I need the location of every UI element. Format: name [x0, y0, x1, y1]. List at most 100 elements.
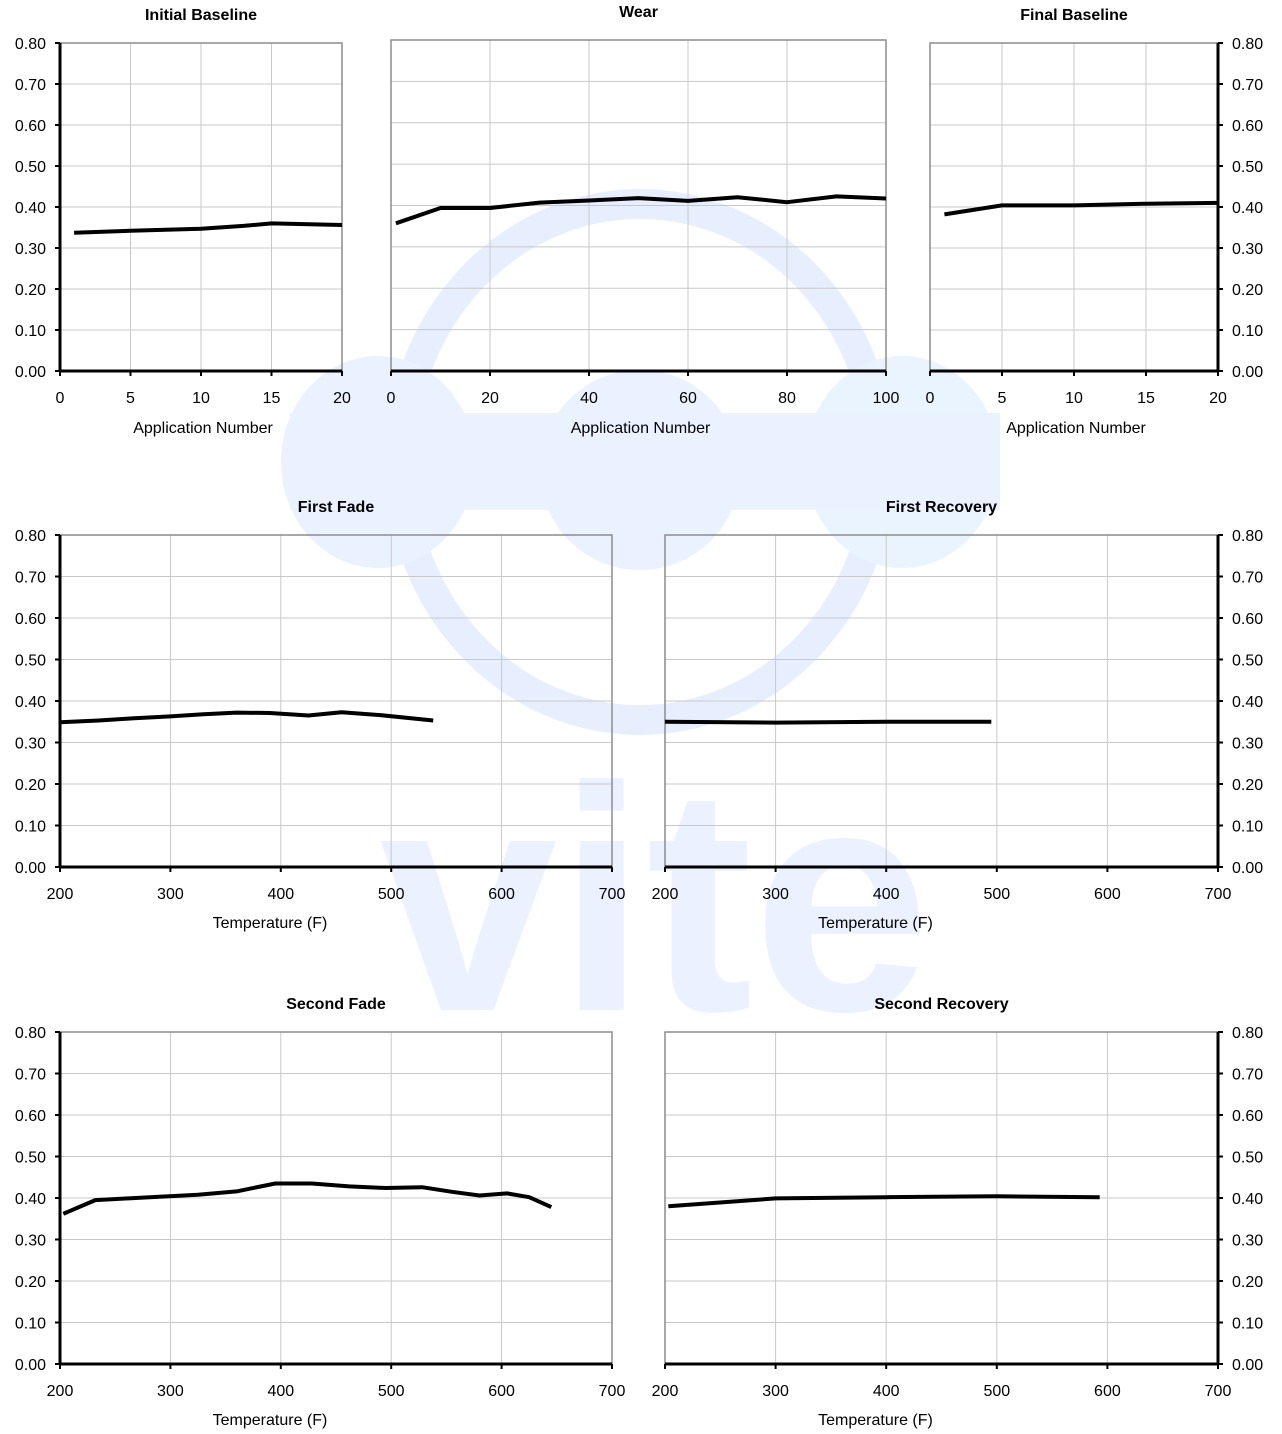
x-axis-label: Temperature (F)	[818, 915, 933, 932]
y-tick-label: 0.00	[1232, 860, 1263, 877]
y-tick-label: 0.10	[15, 819, 46, 836]
y-tick-label: 0.30	[15, 241, 46, 258]
x-tick-label: 600	[488, 1383, 515, 1400]
chart-title: Final Baseline	[1020, 7, 1128, 24]
y-tick-label: 0.00	[15, 860, 46, 877]
y-tick-label: 0.40	[15, 1191, 46, 1208]
watermark-bar	[290, 413, 1000, 510]
y-tick-label: 0.70	[15, 77, 46, 94]
x-tick-label: 500	[983, 1383, 1010, 1400]
y-tick-label: 0.00	[15, 1357, 46, 1374]
series-line	[395, 194, 887, 226]
watermark-text: vite	[379, 720, 930, 1078]
y-tick-label: 0.30	[15, 1233, 46, 1250]
x-tick-label: 80	[778, 390, 796, 407]
initial-baseline-chart: 0 5 10 15 20 0.00 0.10 0.20 0.30 0.40 0.50 0.60 0.70…	[15, 7, 351, 437]
series-line	[62, 1181, 553, 1216]
x-tick-label: 300	[762, 886, 789, 903]
y-tick-label: 0.40	[1232, 200, 1263, 217]
x-tick-label: 300	[157, 886, 184, 903]
y-tick-label: 0.80	[15, 1025, 46, 1042]
x-tick-label: 5	[126, 390, 135, 407]
chart-title: Second Recovery	[874, 996, 1008, 1013]
chart-title: Initial Baseline	[145, 7, 257, 24]
second-fade-chart: 200 300 400 500 600 700 0.00 0.10 0.20 0.30 0.40 0.…	[15, 996, 626, 1429]
y-tick-label: 0.50	[15, 1150, 46, 1167]
y-tick-label: 0.80	[15, 528, 46, 545]
x-axis-label: Temperature (F)	[818, 1412, 933, 1429]
x-tick-label: 20	[481, 390, 499, 407]
y-tick-label: 0.30	[15, 736, 46, 753]
x-tick-label: 0	[56, 390, 65, 407]
y-tick-label: 0.30	[1232, 241, 1263, 258]
chart-title: First Recovery	[886, 499, 997, 516]
x-tick-label: 300	[762, 1383, 789, 1400]
x-tick-label: 200	[47, 1383, 74, 1400]
y-tick-label: 0.10	[1232, 1316, 1263, 1333]
y-tick-label: 0.10	[1232, 323, 1263, 340]
y-tick-label: 0.20	[1232, 282, 1263, 299]
x-tick-label: 300	[157, 1383, 184, 1400]
x-tick-label: 500	[983, 886, 1010, 903]
y-tick-label: 0.60	[1232, 611, 1263, 628]
vite-watermark: vite	[281, 189, 1000, 1078]
y-tick-label: 0.60	[1232, 1108, 1263, 1125]
y-tick-label: 0.70	[15, 570, 46, 587]
x-tick-label: 500	[378, 886, 405, 903]
y-tick-label: 0.50	[15, 159, 46, 176]
x-tick-label: 0	[387, 390, 396, 407]
x-tick-label: 10	[192, 390, 210, 407]
x-tick-label: 15	[1137, 390, 1155, 407]
y-tick-label: 0.40	[15, 694, 46, 711]
y-tick-label: 0.40	[1232, 694, 1263, 711]
y-tick-label: 0.10	[15, 323, 46, 340]
x-tick-label: 400	[267, 1383, 294, 1400]
x-tick-label: 600	[1094, 886, 1121, 903]
series-line	[668, 1194, 1100, 1209]
y-tick-label: 0.80	[1232, 528, 1263, 545]
x-tick-label: 700	[1205, 886, 1232, 903]
x-tick-label: 700	[599, 886, 626, 903]
first-fade-chart: 200 300 400 500 600 700 0.00 0.10 0.20 0.30 0.40 0.…	[15, 499, 626, 932]
y-tick-label: 0.70	[1232, 77, 1263, 94]
x-tick-label: 5	[998, 390, 1007, 407]
y-tick-label: 0.00	[1232, 1357, 1263, 1374]
x-tick-label: 200	[652, 886, 679, 903]
series-line	[944, 200, 1219, 217]
x-tick-label: 500	[378, 1383, 405, 1400]
y-tick-label: 0.20	[1232, 1274, 1263, 1291]
series-line	[59, 710, 434, 725]
x-tick-label: 600	[488, 886, 515, 903]
y-tick-label: 0.60	[15, 118, 46, 135]
x-axis-label: Temperature (F)	[213, 915, 328, 932]
y-tick-label: 0.70	[1232, 1067, 1263, 1084]
y-tick-label: 0.50	[1232, 1150, 1263, 1167]
chart-title: Second Fade	[286, 996, 386, 1013]
chart-title: Wear	[619, 4, 658, 21]
y-tick-label: 0.80	[15, 36, 46, 53]
y-tick-label: 0.60	[15, 1108, 46, 1125]
x-axis-label: Application Number	[133, 420, 273, 437]
x-tick-label: 200	[47, 886, 74, 903]
y-tick-label: 0.50	[1232, 159, 1263, 176]
y-tick-label: 0.20	[15, 777, 46, 794]
x-tick-label: 10	[1065, 390, 1083, 407]
series-line	[664, 719, 992, 725]
x-tick-label: 0	[926, 390, 935, 407]
x-axis-label: Application Number	[1006, 420, 1146, 437]
y-tick-label: 0.70	[15, 1067, 46, 1084]
x-tick-label: 700	[599, 1383, 626, 1400]
y-tick-label: 0.60	[1232, 118, 1263, 135]
x-tick-label: 200	[652, 1383, 679, 1400]
y-tick-label: 0.40	[15, 200, 46, 217]
y-tick-label: 0.10	[15, 1316, 46, 1333]
x-tick-label: 400	[267, 886, 294, 903]
final-baseline-chart: 0 5 10 15 20 0.00 0.10 0.20 0.30 0.40 0.50 0.60 0.70…	[926, 7, 1264, 437]
x-axis-label: Application Number	[571, 420, 711, 437]
y-tick-label: 0.10	[1232, 819, 1263, 836]
x-axis-label: Temperature (F)	[213, 1412, 328, 1429]
x-tick-label: 100	[873, 390, 900, 407]
